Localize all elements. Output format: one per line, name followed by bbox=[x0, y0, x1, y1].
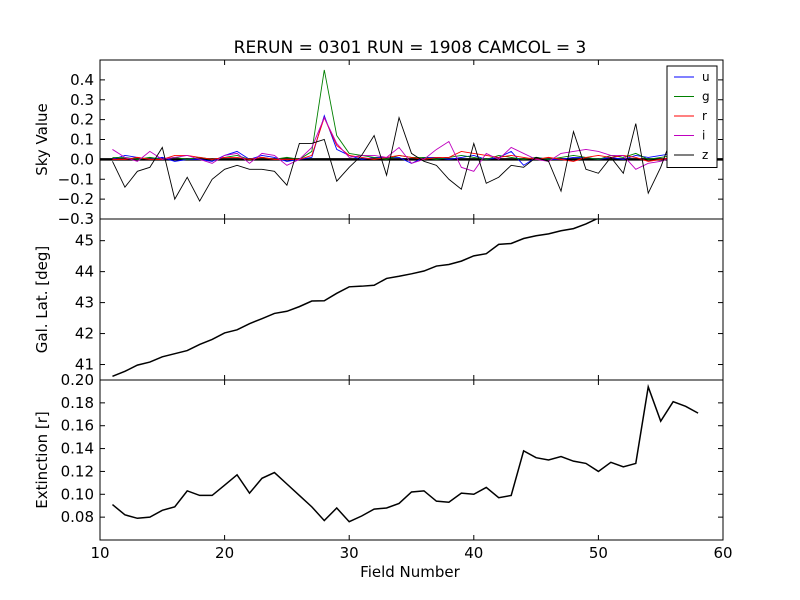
plot-area bbox=[112, 69, 699, 203]
series-line-i bbox=[112, 116, 699, 172]
y-tick-label: 43 bbox=[75, 294, 94, 312]
y-tick-label: −0.3 bbox=[58, 210, 94, 228]
y-tick-label: 0.1 bbox=[70, 131, 94, 149]
panels: −0.3 −0.2 −0.1 0.00.1 0.2 0.3 0.4 Sky Value ugri… bbox=[33, 59, 733, 562]
plot-area bbox=[112, 219, 599, 377]
y-tick-label: 0.12 bbox=[61, 462, 94, 480]
x-tick-label: 10 bbox=[90, 544, 109, 562]
series-line-z bbox=[112, 115, 699, 203]
figure-title: RERUN = 0301 RUN = 1908 CAMCOL = 3 bbox=[234, 38, 587, 58]
y-tick-label: 0.4 bbox=[70, 71, 94, 89]
panel-sky: −0.3 −0.2 −0.1 0.00.1 0.2 0.3 0.4 Sky Value ugri… bbox=[33, 59, 724, 228]
x-tick-label: 40 bbox=[464, 544, 483, 562]
y-axis-label: Sky Value bbox=[33, 103, 51, 176]
y-tick-label: 42 bbox=[75, 325, 94, 343]
y-tick-label: 44 bbox=[75, 263, 94, 281]
x-tick-label: 20 bbox=[215, 544, 234, 562]
legend-label-r: r bbox=[702, 109, 707, 123]
y-tick-label: 0.20 bbox=[61, 371, 94, 389]
legend-label-g: g bbox=[702, 90, 710, 104]
y-tick-label: 0.10 bbox=[61, 485, 94, 503]
plot-area bbox=[111, 383, 699, 523]
y-tick-label: 0.08 bbox=[61, 508, 94, 526]
y-tick-label: 0.3 bbox=[70, 91, 94, 109]
x-tick-label: 60 bbox=[713, 544, 732, 562]
series-line-r bbox=[112, 116, 699, 162]
plot-frame bbox=[99, 379, 724, 541]
y-tick-label: 0.14 bbox=[61, 440, 94, 458]
y-tick-label: 0.2 bbox=[70, 111, 94, 129]
legend-label-u: u bbox=[702, 70, 710, 84]
x-axis-label: Field Number bbox=[360, 563, 460, 581]
y-tick-label: 0.0 bbox=[70, 150, 94, 168]
y-tick-label: −0.2 bbox=[58, 190, 94, 208]
y-tick-label: 0.18 bbox=[61, 394, 94, 412]
x-tick-label: 30 bbox=[340, 544, 359, 562]
y-tick-label: −0.1 bbox=[58, 170, 94, 188]
y-axis-label: Gal. Lat. [deg] bbox=[33, 246, 51, 353]
y-axis-label: Extinction [r] bbox=[33, 411, 51, 509]
panel-extinction: 0.08 0.10 0.12 0.14 0.16 0.18 0.20 10 20 30 40 50 60… bbox=[33, 371, 733, 562]
legend-label-i: i bbox=[702, 129, 705, 143]
legend-box bbox=[666, 65, 718, 168]
series-line-Gal. Lat. bbox=[112, 219, 599, 377]
x-tick-label: 50 bbox=[589, 544, 608, 562]
y-tick-label: 45 bbox=[75, 232, 94, 250]
y-tick-label: 41 bbox=[75, 356, 94, 374]
series-line-Extinction bbox=[111, 383, 699, 523]
y-tick-label: 0.16 bbox=[61, 417, 94, 435]
legend-label-z: z bbox=[702, 148, 708, 162]
